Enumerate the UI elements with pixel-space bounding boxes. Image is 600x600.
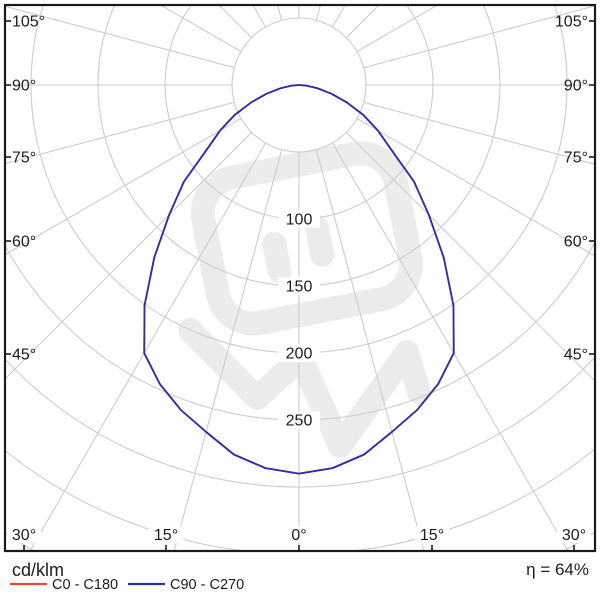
watermark-prong-left [262,231,292,284]
angle-label-right: 60° [564,234,588,251]
angle-label-right: 45° [564,347,588,364]
gamma-angle-labels: 105° 90° 75° 60° 45° 105° 90° 75° 60° 45° 30° 15° 0°… [5,14,595,551]
grid-spoke-75 [363,101,594,165]
bottom-label-chip [282,526,316,543]
angle-label-bottom: 30° [12,527,36,544]
units-label: cd/klm [12,560,64,580]
bottom-label-chip [149,526,183,543]
radial-value-labels: 100 150 200 250 [278,210,320,430]
grid-spoke-300 [6,118,242,255]
watermark-prong-right [304,215,335,267]
grid-spoke-15 [315,149,425,550]
angle-label-left: 90° [12,78,36,95]
radial-label-chip [278,344,320,362]
radial-value-label: 150 [286,279,313,296]
bottom-label-chip [415,526,449,543]
radial-label-chip [278,411,320,429]
legend: cd/klm C0 - C180 C90 - C270 η = 64% [10,560,589,593]
bottom-label-chip [557,526,591,543]
angle-label-bottom: 0° [291,527,306,544]
angle-label-right: 105° [555,14,588,31]
angle-label-bottom: 15° [420,527,444,544]
grid-spoke-60 [356,118,594,256]
angle-label-left: 105° [12,14,45,31]
legend-label-c0-c180: C0 - C180 [52,577,118,593]
watermark-bolt [178,318,431,458]
grid-spoke-30 [332,142,569,550]
grid-spoke-165 [315,6,321,21]
bottom-label-chip [7,526,41,543]
watermark-plug-outline [190,141,423,336]
plot-border [3,3,597,553]
angle-label-right: 90° [564,78,588,95]
curve-C90-C270 [143,84,455,475]
angle-label-bottom: 30° [562,527,586,544]
grid-spoke-105 [363,6,594,69]
grid-spoke-315 [6,132,252,379]
grid-spoke-195 [277,6,283,21]
angle-label-left: 60° [12,234,36,251]
radial-label-chip [278,210,320,228]
radial-value-label: 200 [286,346,313,363]
intensity-curves [143,84,455,475]
grid-spoke-330 [29,142,266,550]
angle-label-bottom: 15° [154,527,178,544]
watermark-logo [178,141,431,458]
legend-label-c90-c270: C90 - C270 [170,577,244,593]
grid-spoke-45 [346,132,594,381]
angle-label-left: 45° [12,347,36,364]
grid-spoke-345 [173,149,283,550]
grid-spoke-255 [6,6,235,69]
angle-label-left: 75° [12,150,36,167]
angle-label-right: 75° [564,150,588,167]
radial-label-chip [278,277,320,295]
efficiency-value: η = 64% [526,560,589,579]
grid-spoke-285 [6,101,235,165]
radial-value-label: 250 [286,413,313,430]
radial-value-label: 100 [286,212,313,229]
